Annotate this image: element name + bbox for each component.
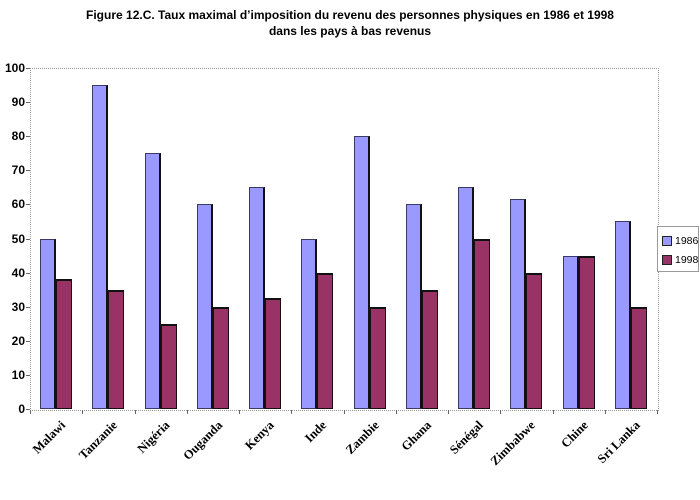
bar-1998-sri-lanka bbox=[630, 306, 647, 409]
bar-1986-sri-lanka bbox=[614, 221, 631, 409]
legend-swatch-icon bbox=[662, 235, 672, 246]
bar-1986-malawi bbox=[40, 238, 57, 409]
bar-1998-sénégal bbox=[474, 238, 491, 409]
y-tick-mark bbox=[26, 374, 30, 376]
bar-1986-zambie bbox=[353, 136, 370, 409]
x-tick-mark bbox=[134, 410, 136, 414]
bar-1998-zambie bbox=[369, 306, 386, 409]
bar-1986-zimbabwe bbox=[510, 199, 527, 409]
y-tick-label: 20 bbox=[11, 333, 25, 348]
x-tick-mark bbox=[448, 410, 449, 414]
x-tick-mark bbox=[395, 410, 397, 414]
bar-1998-ouganda bbox=[212, 306, 229, 409]
bar-1986-chine bbox=[562, 255, 579, 409]
x-tick-mark bbox=[186, 410, 188, 414]
legend-label: 1986 bbox=[675, 234, 699, 247]
bar-1986-kenya bbox=[249, 187, 266, 409]
bar-1998-chine bbox=[578, 255, 595, 409]
y-tick-label: 70 bbox=[11, 163, 25, 178]
y-tick-mark bbox=[26, 340, 30, 342]
bar-1998-tanzanie bbox=[108, 289, 125, 409]
y-tick-label: 90 bbox=[11, 95, 25, 110]
bar-1986-sénégal bbox=[458, 187, 475, 409]
bar-1986-inde bbox=[301, 238, 318, 409]
bar-1998-kenya bbox=[265, 298, 282, 409]
bar-1998-nigéria bbox=[160, 323, 177, 409]
x-tick-mark bbox=[82, 410, 84, 414]
legend-swatch-icon bbox=[662, 254, 672, 265]
bar-1986-nigéria bbox=[144, 153, 161, 409]
y-tick-mark bbox=[26, 204, 30, 206]
x-tick-mark bbox=[291, 410, 293, 414]
chart-title-block: Figure 12.C. Taux maximal d’imposition d… bbox=[0, 7, 700, 39]
bar-1998-zimbabwe bbox=[526, 272, 543, 409]
y-tick-mark bbox=[26, 136, 30, 138]
y-tick-label: 0 bbox=[18, 402, 25, 416]
x-tick-mark bbox=[604, 410, 606, 414]
x-tick-mark bbox=[657, 410, 658, 414]
y-tick-mark bbox=[26, 306, 30, 308]
x-tick-mark bbox=[552, 410, 554, 414]
y-tick-mark bbox=[26, 409, 30, 410]
legend-item-1998: 1998 bbox=[662, 250, 698, 269]
x-tick-mark bbox=[239, 410, 240, 414]
y-tick-label: 10 bbox=[11, 367, 25, 382]
plot-area bbox=[30, 68, 659, 411]
y-tick-mark bbox=[26, 170, 30, 172]
bar-1998-malawi bbox=[56, 279, 73, 409]
x-tick-mark bbox=[30, 410, 31, 414]
y-tick-label: 60 bbox=[11, 197, 25, 212]
y-tick-label: 80 bbox=[11, 129, 25, 144]
legend-item-1986: 1986 bbox=[662, 231, 698, 250]
y-tick-label: 50 bbox=[11, 231, 25, 246]
y-tick-mark bbox=[26, 102, 30, 104]
y-tick-label: 30 bbox=[11, 299, 25, 314]
y-tick-mark bbox=[26, 68, 30, 69]
chart-title: Figure 12.C. Taux maximal d’imposition d… bbox=[86, 8, 614, 22]
bar-1998-ghana bbox=[421, 289, 438, 409]
x-tick-mark bbox=[343, 410, 345, 414]
chart-subtitle: dans les pays à bas revenus bbox=[268, 24, 432, 38]
y-tick-mark bbox=[26, 272, 30, 274]
y-tick-label: 100 bbox=[4, 61, 25, 75]
bar-1986-ghana bbox=[405, 204, 422, 409]
bar-1986-tanzanie bbox=[92, 85, 109, 409]
x-tick-mark bbox=[500, 410, 502, 414]
y-tick-mark bbox=[26, 238, 30, 240]
y-tick-label: 40 bbox=[11, 265, 25, 280]
bar-1986-ouganda bbox=[196, 204, 213, 409]
bar-1998-inde bbox=[317, 272, 334, 409]
legend-label: 1998 bbox=[675, 253, 699, 266]
legend: 1986 1998 bbox=[657, 226, 699, 272]
